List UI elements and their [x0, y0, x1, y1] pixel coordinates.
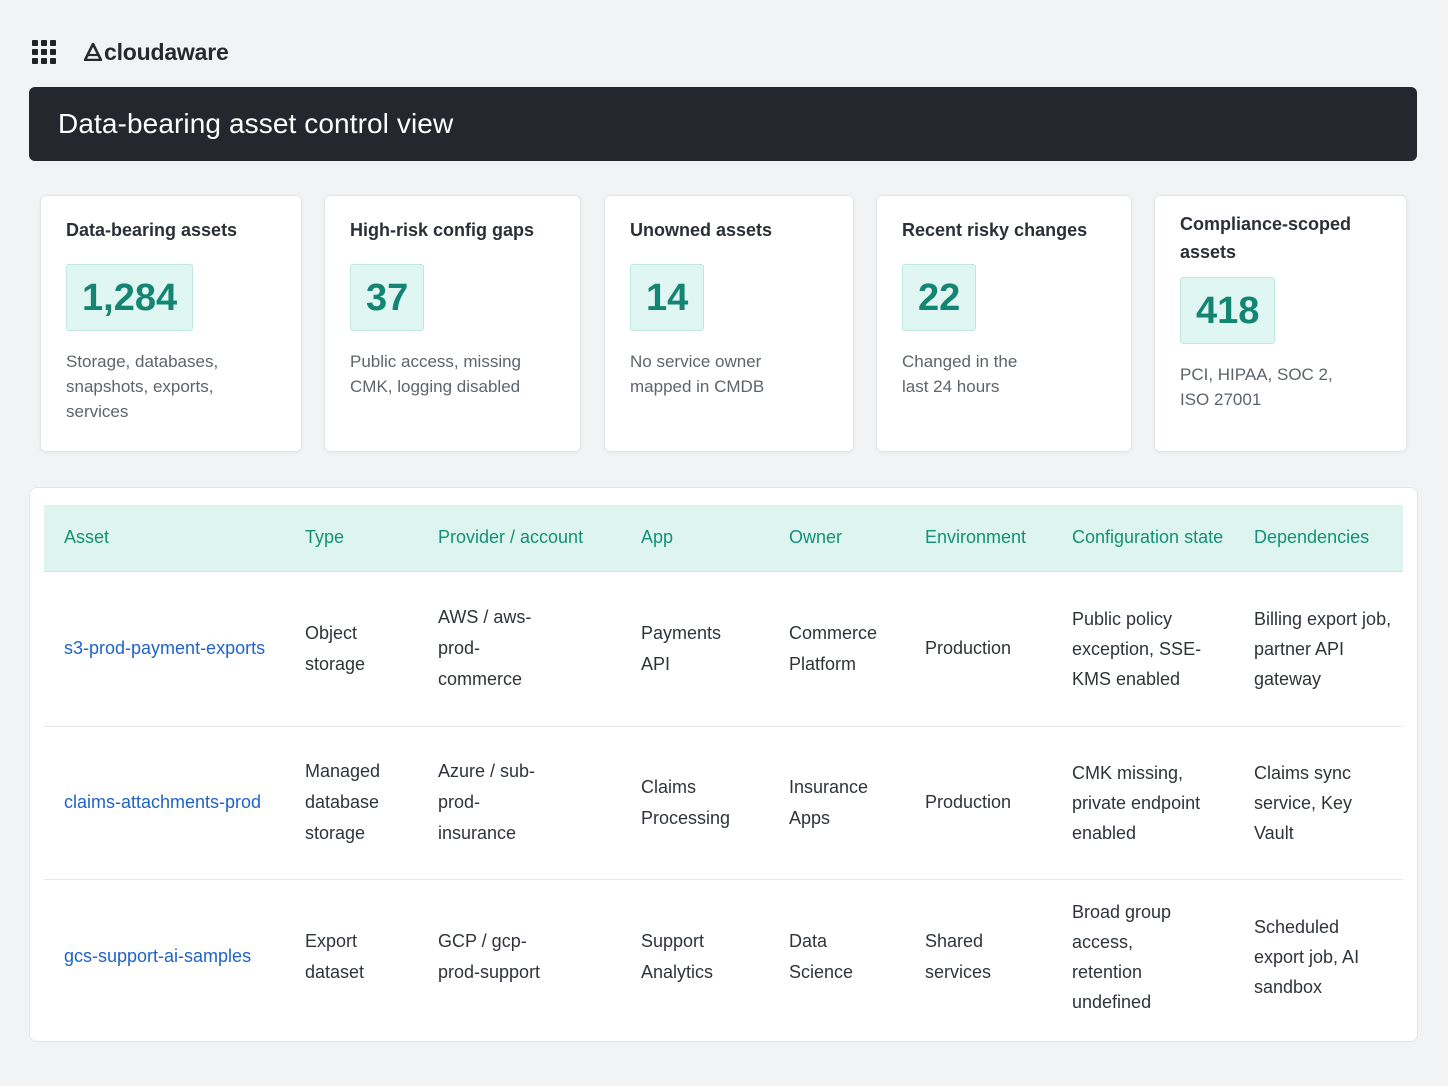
table-header-row: Asset Type Provider / account App Owner …: [44, 505, 1403, 572]
metric-label: Recent risky changes: [902, 220, 1088, 240]
table-row[interactable]: claims-attachments-prod Managed database…: [44, 726, 1403, 879]
app-cell: Claims Processing: [641, 776, 731, 828]
assets-table: Asset Type Provider / account App Owner …: [44, 505, 1403, 1034]
owner-cell: Commerce Platform: [789, 622, 878, 674]
column-header-type[interactable]: Type: [285, 505, 418, 572]
environment-cell: Production: [925, 792, 1012, 812]
metric-label: Data-bearing assets: [66, 220, 238, 240]
metric-description: Changed in the last 24 hours: [902, 352, 1018, 396]
column-header-app[interactable]: App: [621, 505, 769, 572]
metric-card-recent-risky-changes[interactable]: Recent risky changes 22 Changed in the l…: [876, 195, 1132, 452]
app-cell: Support Analytics: [641, 930, 714, 982]
cloudaware-logo-icon: [84, 43, 102, 61]
column-header-environment[interactable]: Environment: [905, 505, 1052, 572]
column-header-dependencies[interactable]: Dependencies: [1234, 505, 1403, 572]
type-cell: Managed database storage: [305, 761, 381, 843]
metric-label: Compliance-scoped assets: [1180, 214, 1352, 262]
table-row[interactable]: s3-prod-payment-exports Object storage A…: [44, 571, 1403, 726]
asset-link[interactable]: s3-prod-payment-exports: [64, 638, 266, 658]
metric-value: 418: [1180, 277, 1276, 344]
dependencies-cell: Claims sync service, Key Vault: [1254, 762, 1353, 843]
app-cell: Payments API: [641, 622, 722, 674]
configuration-state-cell: Public policy exception, SSE-KMS enabled: [1072, 608, 1202, 689]
metric-label: High-risk config gaps: [350, 220, 535, 240]
dependencies-cell: Billing export job, partner API gateway: [1254, 608, 1392, 689]
metric-label: Unowned assets: [630, 220, 773, 240]
type-cell: Export dataset: [305, 930, 365, 982]
configuration-state-cell: Broad group access, retention undefined: [1072, 901, 1172, 1012]
column-header-owner[interactable]: Owner: [769, 505, 905, 572]
configuration-state-cell: CMK missing, private endpoint enabled: [1072, 762, 1201, 843]
column-header-provider[interactable]: Provider / account: [418, 505, 621, 572]
asset-link[interactable]: gcs-support-ai-samples: [64, 946, 252, 967]
table-row[interactable]: gcs-support-ai-samples Export dataset GC…: [44, 879, 1403, 1034]
metric-value: 1,284: [66, 264, 194, 331]
top-bar: cloudaware: [32, 36, 229, 68]
metric-card-compliance-scoped-assets[interactable]: Compliance-scoped assets 418 PCI, HIPAA,…: [1154, 195, 1407, 452]
environment-cell: Shared services: [925, 930, 992, 982]
brand-name: cloudaware: [104, 38, 229, 65]
metric-card-unowned-assets[interactable]: Unowned assets 14 No service owner mappe…: [604, 195, 854, 452]
metric-description: Storage, databases, snapshots, exports, …: [66, 352, 219, 421]
page-title: Data-bearing asset control view: [58, 108, 454, 139]
app-grid-icon[interactable]: [32, 40, 56, 64]
provider-cell: GCP / gcp-prod-support: [438, 930, 541, 982]
page-header: Data-bearing asset control view: [29, 87, 1417, 161]
metric-value: 37: [350, 264, 425, 331]
type-cell: Object storage: [305, 622, 366, 674]
column-header-asset[interactable]: Asset: [44, 505, 285, 572]
asset-cell: gcs-support-ai-samples: [44, 879, 285, 1034]
metric-description: PCI, HIPAA, SOC 2, ISO 27001: [1180, 365, 1333, 409]
owner-cell: Data Science: [789, 930, 854, 982]
dependencies-cell: Scheduled export job, AI sandbox: [1254, 916, 1360, 997]
owner-cell: Insurance Apps: [789, 776, 869, 828]
brand-logo[interactable]: cloudaware: [84, 39, 229, 66]
provider-cell: AWS / aws-prod-commerce: [438, 607, 532, 689]
metric-value: 22: [902, 264, 977, 331]
metric-card-high-risk-config-gaps[interactable]: High-risk config gaps 37 Public access, …: [324, 195, 581, 452]
metric-description: Public access, missing CMK, logging disa…: [350, 352, 522, 396]
assets-table-panel: Asset Type Provider / account App Owner …: [29, 487, 1418, 1042]
metric-description: No service owner mapped in CMDB: [630, 352, 765, 396]
asset-link[interactable]: claims-attachments-prod: [64, 792, 262, 812]
provider-cell: Azure / sub-prod-insurance: [438, 761, 536, 843]
column-header-configuration-state[interactable]: Configuration state: [1052, 505, 1234, 572]
environment-cell: Production: [925, 638, 1012, 658]
asset-cell: claims-attachments-prod: [44, 726, 285, 879]
metric-card-data-bearing-assets[interactable]: Data-bearing assets 1,284 Storage, datab…: [40, 195, 302, 452]
asset-cell: s3-prod-payment-exports: [44, 571, 285, 726]
metric-value: 14: [630, 264, 705, 331]
